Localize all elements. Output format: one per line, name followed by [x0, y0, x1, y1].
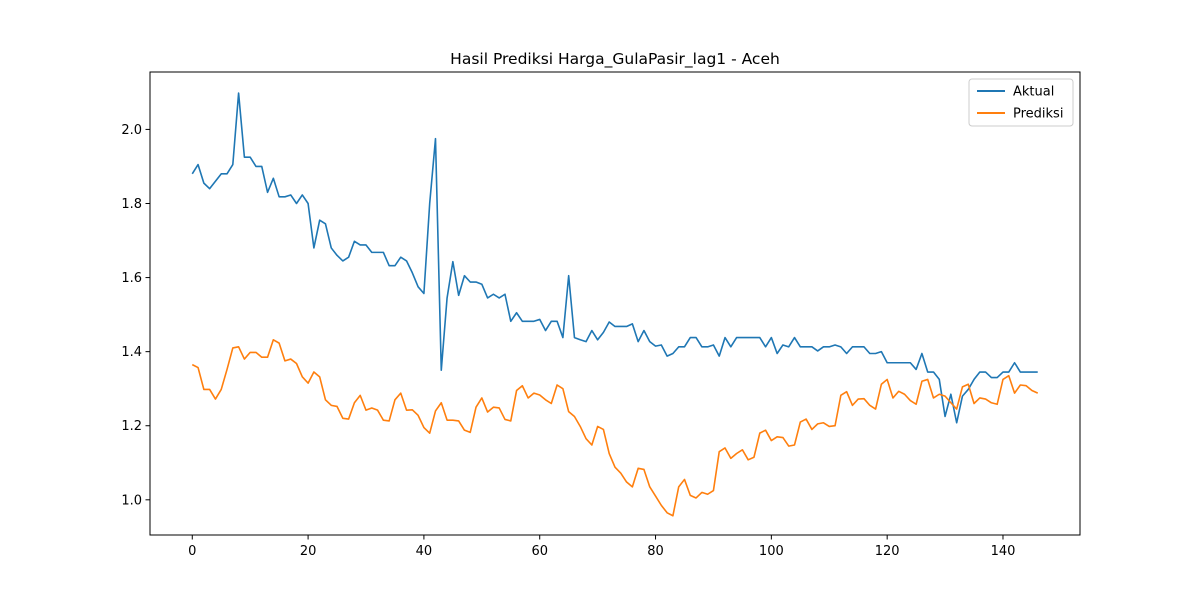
- y-tick-label: 1.4: [121, 345, 142, 360]
- legend: Aktual Prediksi: [968, 78, 1074, 127]
- x-tick-label: 80: [647, 544, 664, 559]
- y-axis: 1.0 1.2 1.4 1.6 1.8 2.0: [121, 123, 150, 508]
- plot-area: 0 20 40 60 80 100 120 140 1.0 1.2 1.4 1.6 1.8 2.0: [121, 71, 1081, 559]
- series-layer: [191, 92, 1039, 517]
- y-tick-label: 1.2: [121, 419, 142, 434]
- y-tick-label: 2.0: [121, 123, 142, 138]
- chart-title: Hasil Prediksi Harga_GulaPasir_lag1 - Ac…: [450, 50, 780, 69]
- x-tick-label: 120: [875, 544, 900, 559]
- legend-label-prediksi: Prediksi: [1013, 107, 1063, 122]
- x-tick-label: 40: [416, 544, 433, 559]
- x-axis: 0 20 40 60 80 100 120 140: [188, 535, 1015, 559]
- x-tick-label: 140: [991, 544, 1016, 559]
- x-tick-label: 100: [759, 544, 784, 559]
- y-tick-label: 1.6: [121, 271, 142, 286]
- x-tick-label: 0: [188, 544, 196, 559]
- y-tick-label: 1.0: [121, 493, 142, 508]
- x-tick-label: 20: [300, 544, 317, 559]
- series-line-aktual: [191, 92, 1038, 424]
- x-tick-label: 60: [531, 544, 548, 559]
- axes-frame: [149, 71, 1081, 536]
- legend-label-aktual: Aktual: [1013, 85, 1054, 100]
- y-tick-label: 1.8: [121, 197, 142, 212]
- series-line-prediksi: [191, 338, 1039, 517]
